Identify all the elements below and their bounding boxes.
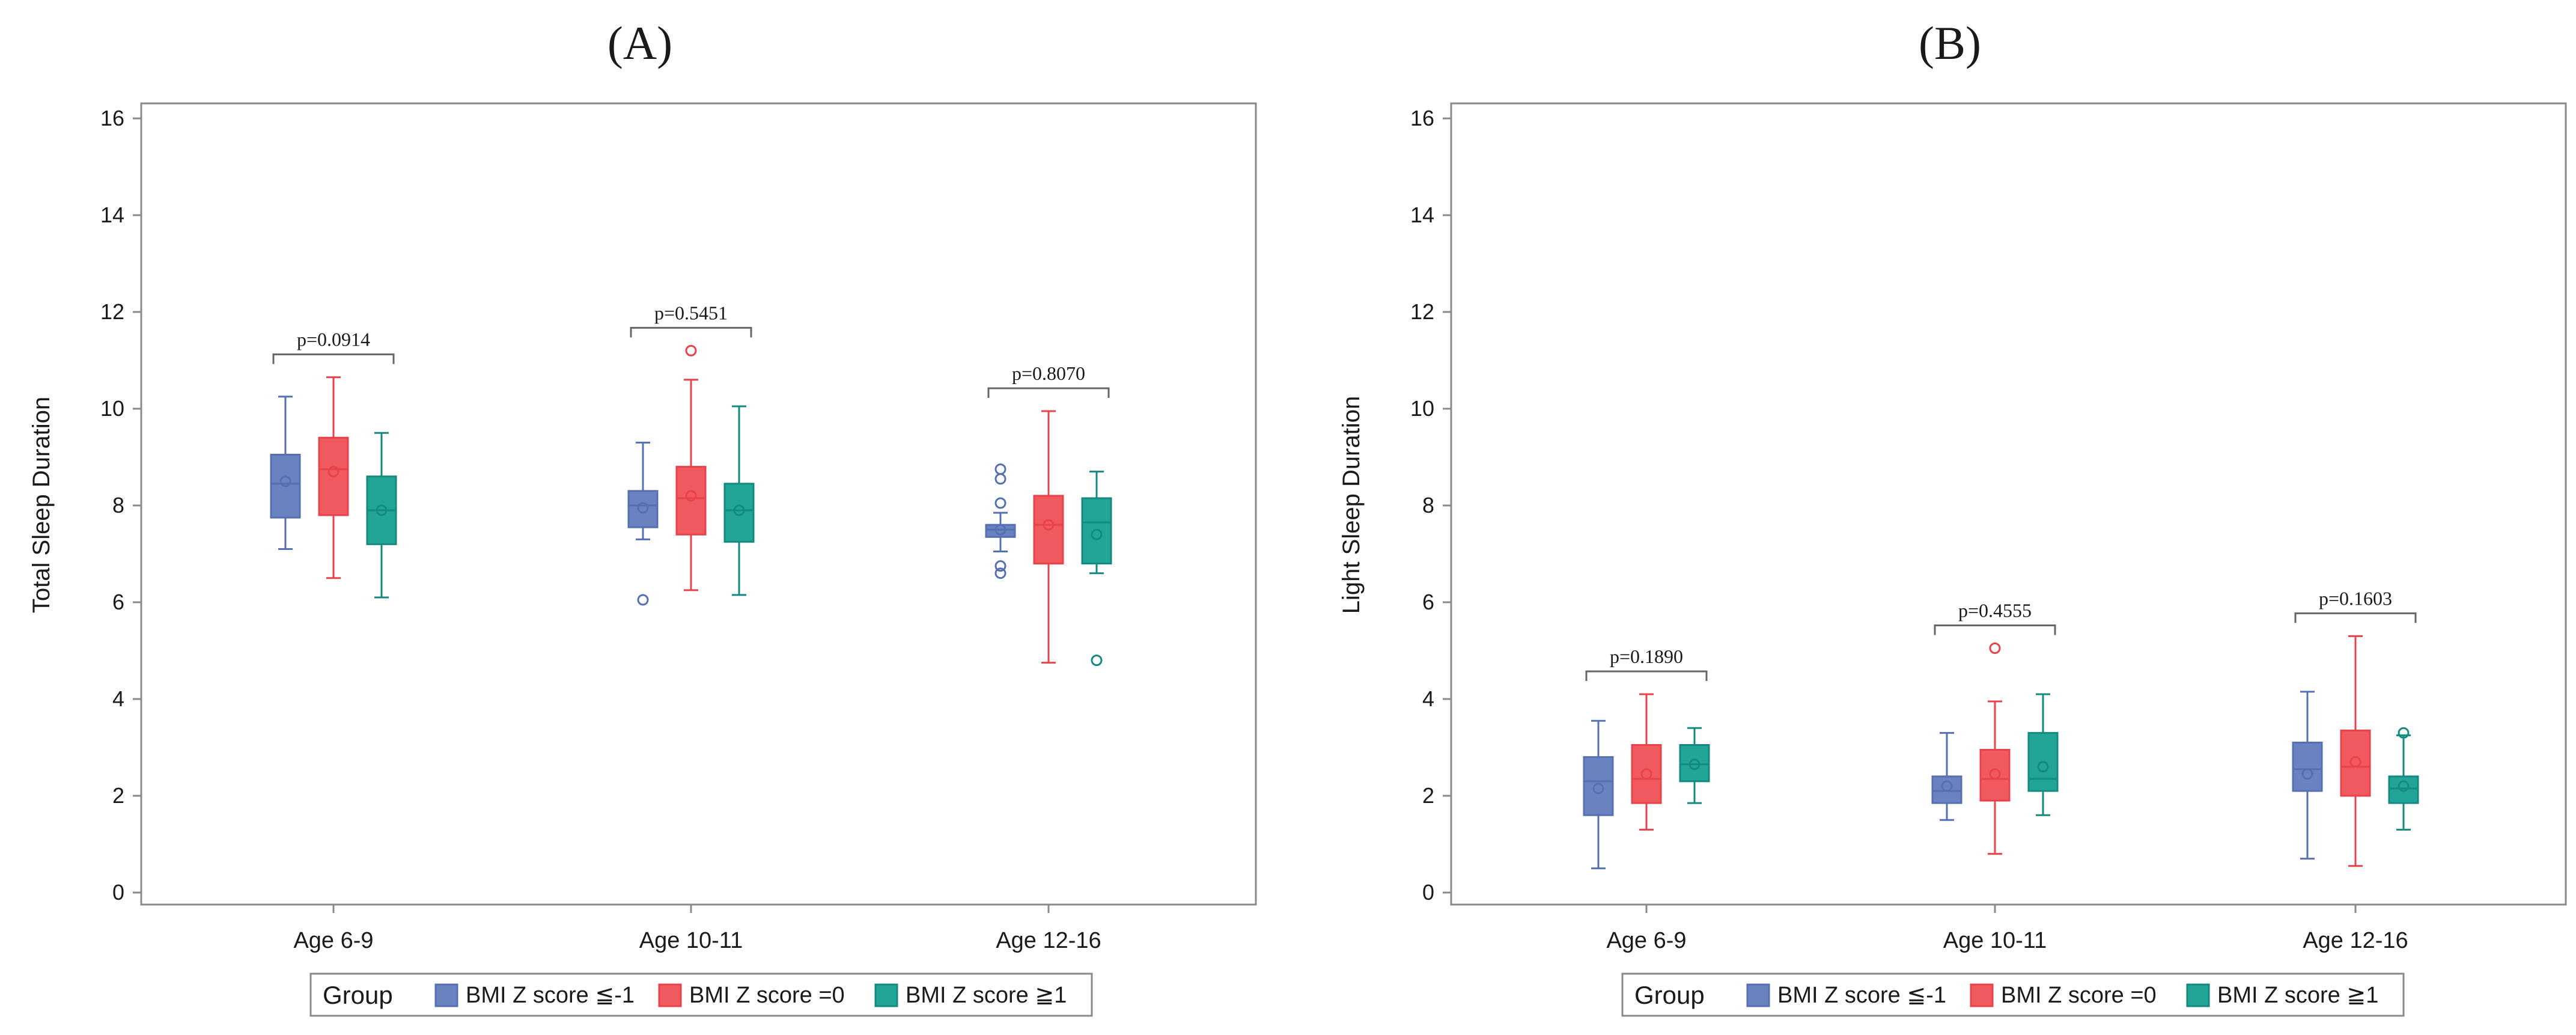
panel-a-category-label-age-10-11: Age 10-11 <box>639 928 743 953</box>
panel-b-age-6-9-series2-box <box>1632 745 1661 803</box>
panel-a-pvalue-age-10-11: p=0.5451 <box>654 302 728 323</box>
panel-a-pvalue-bracket-age-6-9 <box>273 355 394 364</box>
panel-a-pvalue-age-12-16: p=0.8070 <box>1012 362 1085 384</box>
panel-a-y-tick-label: 10 <box>100 396 124 421</box>
panel-a-pvalue-age-6-9: p=0.0914 <box>297 329 370 350</box>
panel-b-pvalue-age-6-9: p=0.1890 <box>1610 646 1683 667</box>
panel-a-y-tick-label: 2 <box>112 783 124 808</box>
panel-b-y-tick-label: 4 <box>1422 686 1434 711</box>
panel-b-pvalue-bracket-age-6-9 <box>1586 671 1707 681</box>
panel-a-legend-label-3: BMI Z score ≧1 <box>906 983 1067 1008</box>
panel-b-age-10-11-series2-box <box>1981 750 2009 801</box>
panel-b-legend-title: Group <box>1634 981 1705 1009</box>
panel-a-legend-swatch-3 <box>875 985 897 1006</box>
panel-b-y-tick-label: 8 <box>1422 493 1434 518</box>
panel-a-age-12-16-series3-box <box>1082 498 1111 564</box>
panel-a-y-tick-label: 4 <box>112 686 124 711</box>
panel-a-legend: Group BMI Z score ≦-1 BMI Z score =0 BMI Z … <box>311 974 1092 1016</box>
panel-b-y-axis-title: Light Sleep Duration <box>1338 396 1365 614</box>
panel-b: (B) Light Sleep Duration Group BMI Z scor… <box>1338 17 2566 1016</box>
panel-b-age-6-9-series3-box <box>1680 745 1709 781</box>
panel-a-y-tick-label: 12 <box>100 299 124 324</box>
panel-b-pvalue-bracket-age-12-16 <box>2295 613 2416 623</box>
panel-b-legend-label-3: BMI Z score ≧1 <box>2217 983 2378 1008</box>
panel-b-category-label-age-10-11: Age 10-11 <box>1943 928 2047 953</box>
panel-a-age-10-11-series3-box <box>725 484 754 542</box>
panel-b-legend-label-1: BMI Z score ≦-1 <box>1777 983 1946 1008</box>
panel-b-age-12-16-series2-box <box>2341 730 2370 796</box>
panel-a-category-label-age-6-9: Age 6-9 <box>293 928 373 953</box>
panel-a-age-12-16-series3-outlier-point <box>1092 656 1101 665</box>
panel-a-age-10-11-series1-box <box>629 491 657 527</box>
panel-a-y-tick-label: 0 <box>112 880 124 905</box>
panel-a-age-12-16-series1-outlier-point <box>996 498 1005 508</box>
panel-a-age-12-16-series1-outlier-point <box>996 561 1005 571</box>
panel-b-y-tick-label: 10 <box>1410 396 1434 421</box>
panel-a-age-10-11-series2-outlier-point <box>686 346 696 355</box>
panel-a-y-tick-label: 14 <box>100 203 124 227</box>
panel-a-age-12-16-series1-outlier-point <box>996 474 1005 484</box>
panel-a-category-label-age-12-16: Age 12-16 <box>996 928 1101 953</box>
panel-a-age-12-16-series1-outlier-point <box>996 465 1005 474</box>
panel-a-legend-swatch-2 <box>659 985 681 1006</box>
panel-b-label: (B) <box>1919 17 1981 69</box>
panel-a-legend-label-2: BMI Z score =0 <box>689 983 845 1008</box>
panel-b-legend-swatch-1 <box>1747 985 1769 1006</box>
panel-b-pvalue-age-12-16: p=0.1603 <box>2319 587 2392 609</box>
panel-b-y-tick-label: 0 <box>1422 880 1434 905</box>
panel-b-y-tick-label: 6 <box>1422 590 1434 614</box>
panel-b-legend-swatch-3 <box>2187 985 2209 1006</box>
panel-b-legend: Group BMI Z score ≦-1 BMI Z score =0 BMI Z … <box>1622 974 2404 1016</box>
panel-a-label: (A) <box>607 17 672 69</box>
panel-a-pvalue-bracket-age-10-11 <box>631 328 751 337</box>
panel-b-pvalue-age-10-11: p=0.4555 <box>1958 599 2032 621</box>
panel-b-pvalue-bracket-age-10-11 <box>1935 625 2055 635</box>
panel-b-age-10-11-series2-outlier-point <box>1990 643 2000 653</box>
panel-b-y-tick-label: 2 <box>1422 783 1434 808</box>
panel-a-legend-swatch-1 <box>436 985 457 1006</box>
panel-a-age-10-11-series1-outlier-point <box>638 595 648 605</box>
panel-b-legend-swatch-2 <box>1971 985 1993 1006</box>
panel-a-y-axis-title: Total Sleep Duration <box>28 397 55 613</box>
panel-a-y-tick-label: 16 <box>100 106 124 130</box>
panel-a-y-tick-label: 6 <box>112 590 124 614</box>
panel-b-category-label-age-12-16: Age 12-16 <box>2303 928 2408 953</box>
panel-b-age-12-16-series1-box <box>2293 742 2322 791</box>
panel-b-category-label-age-6-9: Age 6-9 <box>1606 928 1686 953</box>
panel-b-y-tick-label: 14 <box>1410 203 1434 227</box>
panel-b-age-6-9-series1-box <box>1584 757 1613 816</box>
panel-a-pvalue-bracket-age-12-16 <box>988 388 1109 398</box>
panel-b-legend-label-2: BMI Z score =0 <box>2001 983 2157 1008</box>
panel-a-legend-title: Group <box>323 981 393 1009</box>
panel-a: (A) Total Sleep Duration Group BMI Z scor… <box>28 17 1256 1016</box>
panel-b-y-tick-label: 16 <box>1410 106 1434 130</box>
panel-a-legend-label-1: BMI Z score ≦-1 <box>466 983 635 1008</box>
panel-a-y-tick-label: 8 <box>112 493 124 518</box>
panel-b-y-tick-label: 12 <box>1410 299 1434 324</box>
